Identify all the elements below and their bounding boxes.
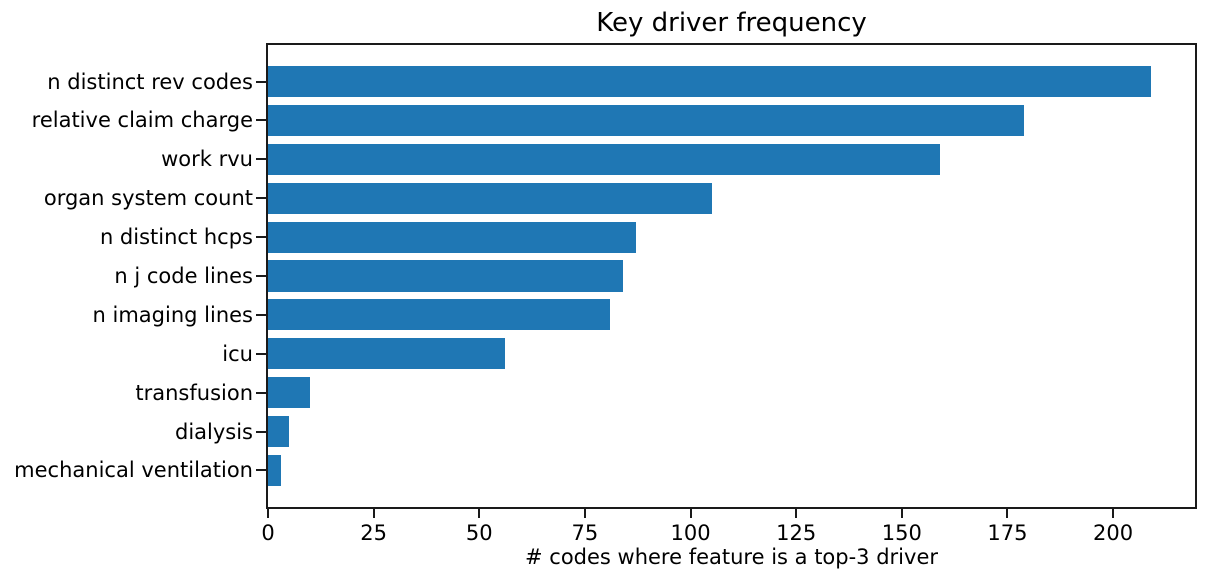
y-tick-label: relative claim charge [31, 108, 253, 133]
y-tick-label: dialysis [174, 419, 253, 444]
x-tick-label: 75 [571, 521, 599, 545]
x-tick-label: 50 [465, 521, 493, 545]
x-tick-mark [583, 509, 586, 518]
y-tick-label: n j code lines [114, 264, 253, 288]
x-tick-mark [689, 509, 692, 518]
x-tick-mark [267, 509, 269, 518]
x-tick-label: 200 [1092, 521, 1134, 545]
y-tick-mark [256, 391, 268, 394]
bar [268, 104, 1025, 136]
bar [268, 221, 636, 253]
x-tick-mark [795, 509, 798, 518]
y-tick-label: organ system count [43, 186, 253, 211]
x-tick-label: 150 [881, 521, 922, 545]
y-tick-mark [256, 352, 268, 355]
x-tick-label: 0 [261, 521, 275, 545]
bar [268, 416, 290, 448]
x-tick-mark [1112, 509, 1115, 518]
y-tick-mark [256, 275, 268, 277]
y-tick-mark [256, 119, 268, 122]
y-tick-mark [256, 158, 268, 161]
bar [268, 66, 1152, 98]
x-tick-mark [1006, 509, 1009, 518]
bar [268, 299, 611, 331]
x-tick-mark [478, 509, 481, 518]
y-tick-label: mechanical ventilation [14, 458, 253, 483]
plot-area [266, 43, 1197, 509]
bar [268, 454, 281, 486]
bar [268, 338, 505, 370]
y-tick-mark [256, 80, 268, 83]
x-tick-label: 175 [987, 521, 1028, 545]
x-axis-label: # codes where feature is a top-3 driver [525, 545, 938, 569]
y-tick-label: n distinct rev codes [47, 69, 253, 94]
x-tick-mark [372, 509, 375, 518]
y-tick-mark [256, 469, 268, 472]
y-tick-mark [256, 197, 268, 200]
y-tick-label: work rvu [161, 147, 253, 172]
bar [268, 377, 311, 409]
y-tick-mark [256, 313, 268, 316]
x-tick-label: 125 [776, 521, 817, 545]
bar [268, 143, 940, 175]
y-tick-mark [256, 236, 268, 239]
bar [268, 260, 623, 292]
bar [268, 182, 712, 214]
chart-title: Key driver frequency [596, 8, 867, 38]
y-tick-label: n imaging lines [92, 302, 253, 327]
x-tick-label: 100 [670, 521, 711, 545]
y-tick-label: transfusion [135, 380, 253, 405]
y-tick-label: icu [222, 341, 253, 366]
x-tick-mark [900, 509, 903, 518]
y-tick-mark [256, 430, 268, 433]
y-tick-label: n distinct hcps [99, 225, 253, 250]
x-tick-label: 25 [360, 521, 387, 545]
